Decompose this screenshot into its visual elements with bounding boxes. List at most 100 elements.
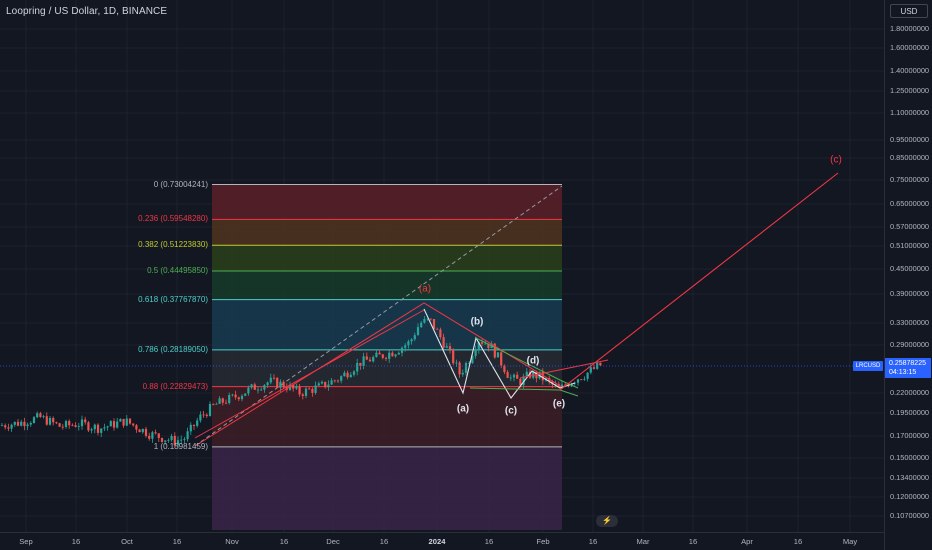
- time-axis[interactable]: [0, 532, 884, 550]
- candle-body: [365, 356, 368, 360]
- candle-body: [266, 382, 269, 386]
- candle-body: [39, 413, 42, 418]
- fibonacci-retracement[interactable]: [194, 184, 563, 530]
- candle-body: [432, 318, 436, 329]
- candle-body: [212, 403, 215, 405]
- candle-body: [192, 424, 196, 426]
- candle-body: [484, 343, 487, 345]
- candle-body: [276, 377, 279, 388]
- fib-trend-line[interactable]: [194, 185, 563, 447]
- fib-zone: [212, 184, 562, 220]
- candle-body: [356, 362, 359, 372]
- last-price-tag: 0.25878225 04:13:15: [885, 358, 931, 378]
- price-tick-label: 1.10000000: [890, 108, 930, 117]
- currency-button[interactable]: USD: [890, 4, 928, 18]
- fib-level-label: 0 (0.73004241): [153, 179, 208, 189]
- candle-body: [487, 343, 490, 349]
- breakout-line[interactable]: [519, 359, 609, 379]
- price-axis[interactable]: [884, 0, 932, 550]
- price-tick-label: 0.95000000: [890, 135, 930, 144]
- candle-body: [445, 346, 448, 348]
- candle-body: [80, 419, 84, 427]
- triangle-resistance-line[interactable]: [475, 337, 579, 389]
- wave-channel-lower[interactable]: [194, 309, 425, 439]
- candle-body: [164, 440, 167, 442]
- wave-label: (b): [470, 316, 484, 328]
- candle-body: [394, 354, 397, 357]
- candle-body: [61, 426, 64, 428]
- candle-body: [407, 341, 410, 346]
- candle-body: [423, 318, 426, 323]
- fib-level-label: 0.236 (0.59548280): [138, 214, 208, 224]
- price-tick-label: 0.45000000: [890, 264, 930, 273]
- time-tick-label: 16: [172, 537, 182, 546]
- candle-body: [429, 318, 432, 320]
- wave-label: (e): [552, 398, 566, 410]
- candle-body: [592, 367, 596, 369]
- candle-body: [90, 429, 93, 431]
- candle-body: [327, 384, 330, 388]
- candle-body: [96, 424, 100, 433]
- abcde-triangle-wave[interactable]: [423, 308, 576, 399]
- drawing-layer[interactable]: [0, 172, 884, 447]
- candle-body: [295, 386, 298, 389]
- candle-body: [116, 421, 119, 428]
- price-tick-label: 1.25000000: [890, 86, 930, 95]
- candle-body: [29, 422, 32, 425]
- candle-body: [436, 328, 439, 330]
- candle-body: [458, 362, 461, 375]
- fib-zone: [212, 270, 562, 300]
- candle-body: [493, 343, 496, 358]
- candlestick-series: [0, 315, 602, 449]
- candle-body: [567, 385, 570, 387]
- candle-body: [346, 372, 349, 378]
- candle-body: [23, 421, 26, 427]
- candle-body: [500, 352, 503, 366]
- candle-body: [48, 418, 52, 425]
- candle-body: [231, 394, 234, 396]
- fib-level-label: 0.618 (0.37767870): [138, 294, 208, 304]
- candle-body: [474, 349, 477, 357]
- price-tick-label: 0.17000000: [890, 431, 930, 440]
- candle-body: [282, 381, 285, 388]
- candle-body: [122, 418, 125, 426]
- candle-body: [372, 356, 375, 362]
- candle-body: [151, 432, 154, 439]
- fib-zone: [212, 446, 562, 530]
- price-tick-label: 0.10700000: [890, 511, 930, 520]
- candle-body: [528, 371, 532, 378]
- candle-body: [400, 347, 404, 353]
- candle-body: [580, 379, 583, 381]
- fib-zone: [212, 245, 562, 271]
- fib-zone: [212, 299, 562, 350]
- candle-body: [468, 363, 471, 364]
- candle-body: [551, 381, 554, 385]
- candle-body: [68, 421, 71, 426]
- candle-body: [64, 421, 68, 427]
- candle-body: [186, 431, 189, 440]
- candle-body: [359, 362, 362, 367]
- candle-body: [269, 377, 272, 383]
- candle-body: [304, 388, 308, 396]
- candle-body: [42, 416, 45, 418]
- time-tick-label: 16: [279, 537, 289, 546]
- candle-body: [413, 335, 416, 340]
- candle-body: [589, 367, 592, 373]
- candle-body: [208, 403, 212, 417]
- symbol-title[interactable]: Loopring / US Dollar, 1D, BINANCE: [6, 6, 168, 17]
- wave-channel-upper[interactable]: [194, 302, 563, 447]
- candle-body: [464, 363, 468, 373]
- candle-body: [36, 413, 39, 418]
- price-chart[interactable]: [0, 0, 884, 532]
- candle-body: [272, 377, 276, 379]
- candle-body: [148, 435, 151, 439]
- candle-body: [189, 424, 192, 432]
- tradingview-logo-icon[interactable]: ⚡: [596, 515, 618, 527]
- candle-body: [496, 352, 500, 358]
- candle-body: [448, 346, 452, 350]
- projection-line[interactable]: [559, 172, 839, 391]
- fib-level-label: 0.88 (0.22829473): [142, 381, 208, 391]
- candle-body: [160, 437, 164, 442]
- candle-body: [106, 426, 109, 428]
